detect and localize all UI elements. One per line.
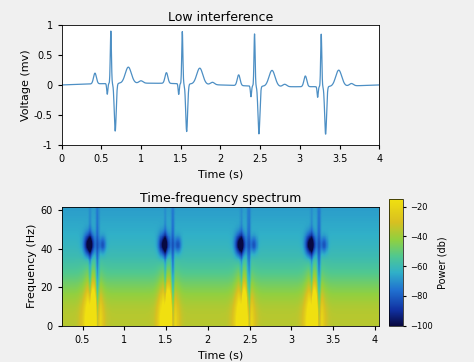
X-axis label: Time (s): Time (s) bbox=[198, 169, 243, 179]
Y-axis label: Power (db): Power (db) bbox=[438, 236, 447, 289]
Title: Low interference: Low interference bbox=[168, 11, 273, 24]
Title: Time-frequency spectrum: Time-frequency spectrum bbox=[140, 193, 301, 205]
X-axis label: Time (s): Time (s) bbox=[198, 350, 243, 361]
Y-axis label: Frequency (Hz): Frequency (Hz) bbox=[27, 224, 37, 308]
Y-axis label: Voltage (mv): Voltage (mv) bbox=[21, 49, 31, 121]
